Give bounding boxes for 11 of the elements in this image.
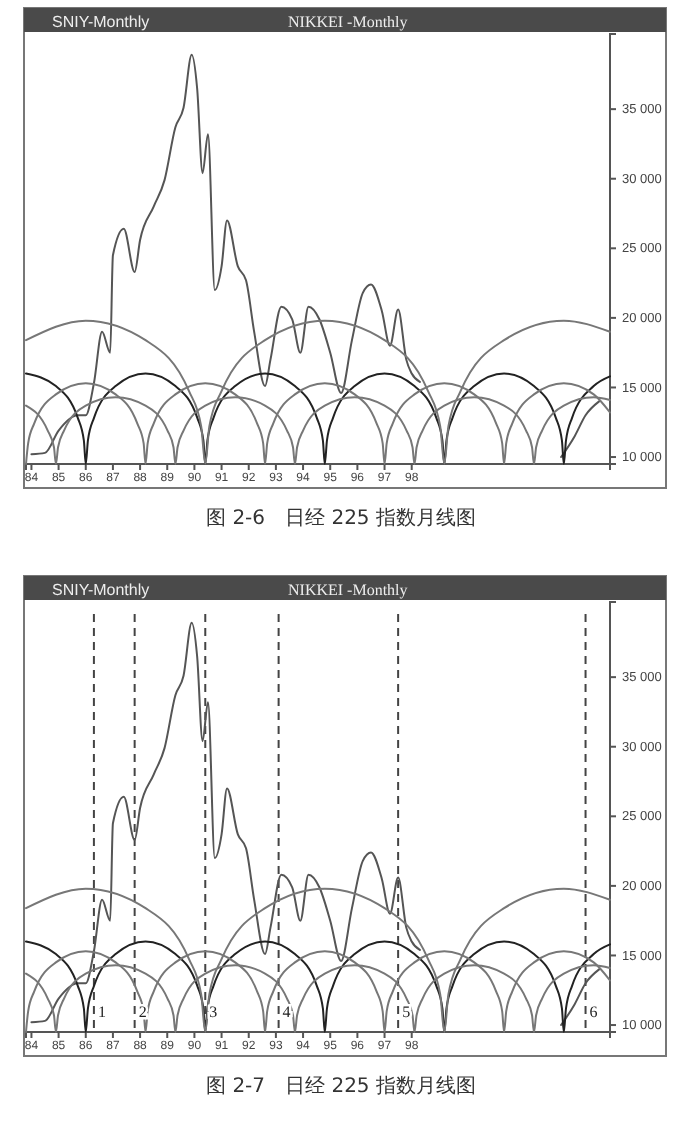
caption: 图 2-7 日经 225 指数月线图 <box>206 1074 476 1098</box>
chart-subtitle: SNIY-Monthly <box>52 13 150 31</box>
chart-title: NIKKEI -Monthly <box>288 581 408 599</box>
annotation: 1 <box>97 1002 106 1021</box>
caption: 图 2-6 日经 225 指数月线图 <box>206 506 476 530</box>
annotation: 4 <box>282 1002 291 1021</box>
annotation: 3 <box>209 1002 218 1021</box>
annotation: 5 <box>402 1002 411 1021</box>
annotation: 6 <box>589 1002 598 1021</box>
chart-title: NIKKEI -Monthly <box>288 13 408 31</box>
chart-subtitle: SNIY-Monthly <box>52 581 150 599</box>
